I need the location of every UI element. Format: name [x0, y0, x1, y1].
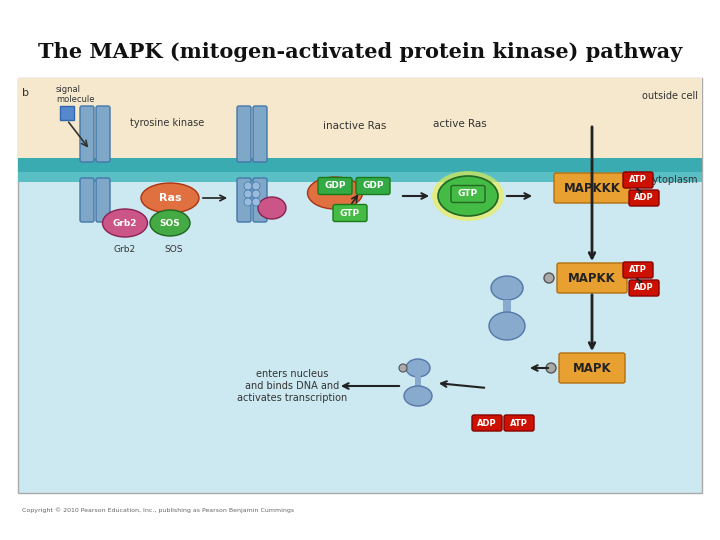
- Text: MAPK: MAPK: [572, 361, 611, 375]
- Ellipse shape: [150, 210, 190, 236]
- FancyBboxPatch shape: [623, 262, 653, 278]
- Circle shape: [252, 182, 260, 190]
- Text: outside cell: outside cell: [642, 91, 698, 101]
- Text: GTP: GTP: [340, 208, 360, 218]
- Text: active Ras: active Ras: [433, 119, 487, 129]
- Text: tyrosine kinase: tyrosine kinase: [130, 118, 204, 128]
- FancyBboxPatch shape: [554, 173, 630, 203]
- Text: SOS: SOS: [160, 219, 181, 227]
- Text: enters nucleus
and binds DNA and
activates transcription: enters nucleus and binds DNA and activat…: [237, 369, 347, 403]
- Text: Copyright © 2010 Pearson Education, Inc., publishing as Pearson Benjamin Cumming: Copyright © 2010 Pearson Education, Inc.…: [22, 507, 294, 512]
- Bar: [60, 106, 74, 120]
- Text: MAPKK: MAPKK: [568, 272, 616, 285]
- Circle shape: [252, 190, 260, 198]
- Text: GTP: GTP: [458, 190, 478, 199]
- FancyBboxPatch shape: [237, 106, 251, 162]
- Ellipse shape: [489, 312, 525, 340]
- Bar: [503, 300, 511, 318]
- FancyBboxPatch shape: [96, 106, 110, 162]
- Ellipse shape: [404, 386, 432, 406]
- FancyBboxPatch shape: [623, 172, 653, 188]
- Text: ATP: ATP: [629, 266, 647, 274]
- FancyBboxPatch shape: [80, 106, 94, 162]
- Circle shape: [544, 273, 554, 283]
- Circle shape: [244, 198, 252, 206]
- Circle shape: [244, 190, 252, 198]
- Ellipse shape: [258, 197, 286, 219]
- Text: inactive Ras: inactive Ras: [323, 121, 387, 131]
- Bar: [18, 158, 702, 172]
- Text: Ras: Ras: [158, 193, 181, 203]
- FancyBboxPatch shape: [557, 263, 627, 293]
- Ellipse shape: [307, 177, 362, 209]
- FancyBboxPatch shape: [318, 178, 352, 194]
- Text: Grb2: Grb2: [114, 245, 136, 254]
- Ellipse shape: [141, 183, 199, 213]
- Text: ADP: ADP: [634, 193, 654, 202]
- FancyBboxPatch shape: [451, 186, 485, 202]
- FancyBboxPatch shape: [504, 415, 534, 431]
- Bar: [18, 172, 702, 182]
- Ellipse shape: [102, 209, 148, 237]
- Text: MAPKKK: MAPKKK: [564, 181, 621, 194]
- Circle shape: [546, 363, 556, 373]
- Circle shape: [252, 198, 260, 206]
- Circle shape: [244, 182, 252, 190]
- FancyBboxPatch shape: [253, 106, 267, 162]
- Bar: [18, 78, 702, 493]
- Bar: [415, 376, 421, 390]
- Circle shape: [399, 364, 407, 372]
- Text: SOS: SOS: [165, 245, 184, 254]
- FancyBboxPatch shape: [96, 178, 110, 222]
- Ellipse shape: [406, 359, 430, 377]
- FancyBboxPatch shape: [629, 190, 659, 206]
- Text: ADP: ADP: [634, 284, 654, 293]
- Text: The MAPK (mitogen-activated protein kinase) pathway: The MAPK (mitogen-activated protein kina…: [38, 42, 683, 62]
- Ellipse shape: [491, 276, 523, 300]
- Text: cytoplasm: cytoplasm: [647, 175, 698, 185]
- Text: GDP: GDP: [362, 181, 384, 191]
- FancyBboxPatch shape: [253, 178, 267, 222]
- FancyBboxPatch shape: [356, 178, 390, 194]
- Text: ATP: ATP: [629, 176, 647, 185]
- Bar: [18, 78, 702, 158]
- FancyBboxPatch shape: [472, 415, 502, 431]
- Ellipse shape: [432, 171, 504, 221]
- FancyBboxPatch shape: [333, 205, 367, 221]
- Text: signal
molecule: signal molecule: [56, 85, 94, 104]
- FancyBboxPatch shape: [629, 280, 659, 296]
- Text: b: b: [22, 88, 29, 98]
- FancyBboxPatch shape: [80, 178, 94, 222]
- Text: ADP: ADP: [477, 418, 497, 428]
- Ellipse shape: [438, 176, 498, 216]
- Text: ATP: ATP: [510, 418, 528, 428]
- Text: GDP: GDP: [324, 181, 346, 191]
- Text: Grb2: Grb2: [113, 219, 138, 227]
- FancyBboxPatch shape: [237, 178, 251, 222]
- FancyBboxPatch shape: [559, 353, 625, 383]
